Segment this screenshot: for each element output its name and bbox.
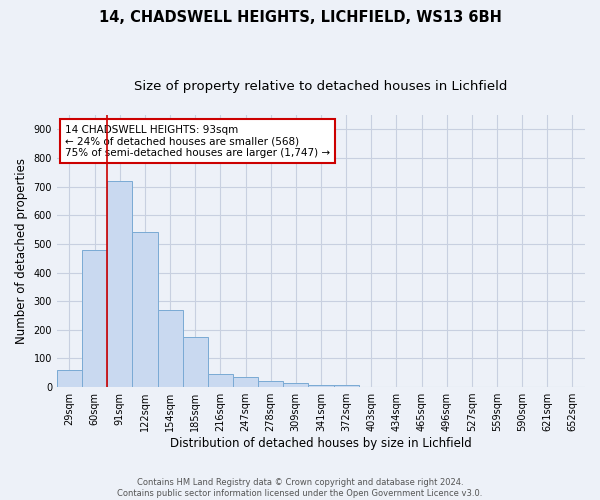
Bar xyxy=(57,370,82,387)
Bar xyxy=(283,383,308,387)
Bar xyxy=(208,374,233,387)
Bar xyxy=(182,337,208,387)
Bar xyxy=(82,250,107,387)
Text: 14, CHADSWELL HEIGHTS, LICHFIELD, WS13 6BH: 14, CHADSWELL HEIGHTS, LICHFIELD, WS13 6… xyxy=(98,10,502,25)
Text: 14 CHADSWELL HEIGHTS: 93sqm
← 24% of detached houses are smaller (568)
75% of se: 14 CHADSWELL HEIGHTS: 93sqm ← 24% of det… xyxy=(65,124,330,158)
Title: Size of property relative to detached houses in Lichfield: Size of property relative to detached ho… xyxy=(134,80,508,93)
Y-axis label: Number of detached properties: Number of detached properties xyxy=(15,158,28,344)
Bar xyxy=(233,377,258,387)
Bar xyxy=(334,385,359,387)
Text: Contains HM Land Registry data © Crown copyright and database right 2024.
Contai: Contains HM Land Registry data © Crown c… xyxy=(118,478,482,498)
Bar xyxy=(158,310,182,387)
Bar xyxy=(308,385,334,387)
Bar xyxy=(133,232,158,387)
X-axis label: Distribution of detached houses by size in Lichfield: Distribution of detached houses by size … xyxy=(170,437,472,450)
Bar xyxy=(258,382,283,387)
Bar xyxy=(107,181,133,387)
